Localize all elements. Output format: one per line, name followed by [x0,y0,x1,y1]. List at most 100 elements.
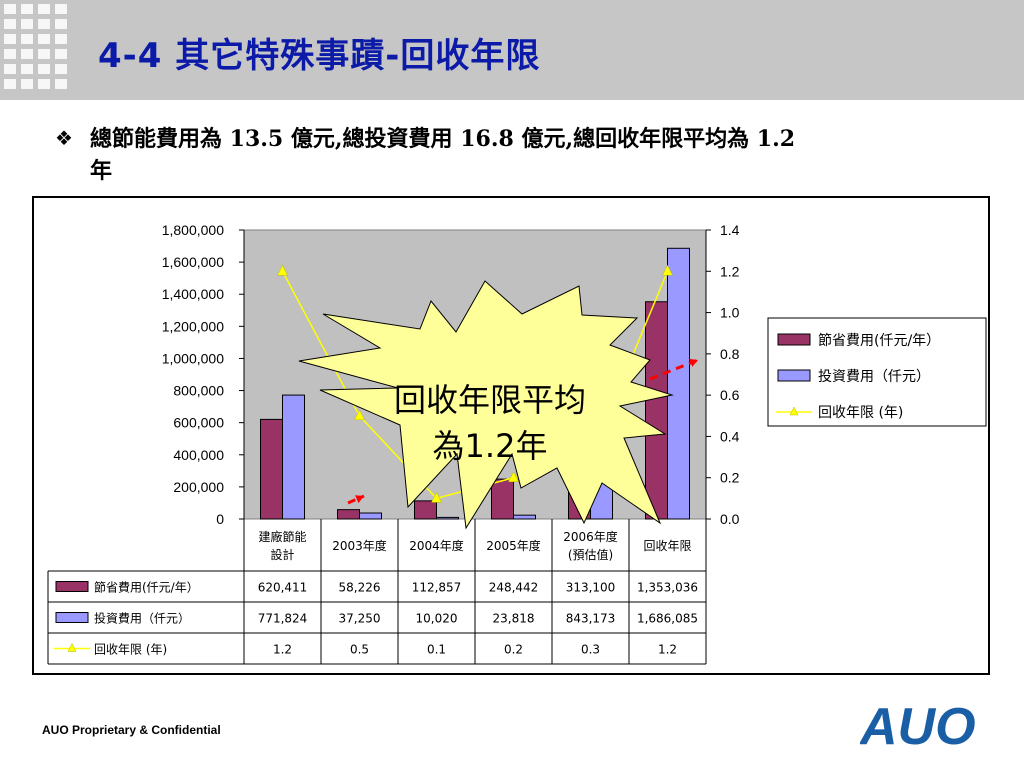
bar-savings [337,509,360,520]
y-right-tick-label: 1.0 [720,305,740,321]
payback-chart: 0 200,000 400,000 600,000 800,000 1,000,000 1,… [47,222,987,665]
y-right-tick-label: 0.2 [720,470,740,486]
payback-marker [431,491,442,503]
header-band [0,0,1024,100]
legend-key [777,369,811,382]
bullet-text-line1: 總節能費用為 13.5 億元,總投資費用 16.8 億元,總回收年限平均為 1.… [90,126,796,152]
deco-square [4,64,16,74]
y-left-tick-label: 800,000 [173,383,224,399]
y-left-tick-label: 200,000 [173,479,224,495]
page-title: 4-4 其它特殊事蹟-回收年限 [98,36,541,76]
table-row-label: 回收年限 (年) [94,643,167,657]
footer-confidential: AUO Proprietary & Confidential [42,723,221,737]
table-cell-value: 1,686,085 [637,612,698,626]
deco-square [21,34,33,44]
payback-marker [277,264,288,276]
bar-investment [436,516,459,520]
y-right-tick-label: 0.4 [720,428,740,444]
legend-label: 投資費用（仟元） [818,369,930,385]
starburst-callout [298,280,674,530]
bar-savings [491,478,514,520]
deco-square [55,64,67,74]
dashed-arrow-head [355,495,364,504]
table-cell-value: 843,173 [566,612,616,626]
category-label: 回收年限 [643,539,691,553]
category-label: 設計 [270,547,294,562]
deco-square [4,19,16,29]
deco-square [38,34,50,44]
deco-square [55,19,67,29]
bar-investment [359,512,382,520]
table-row-label: 投資費用（仟元） [94,611,190,626]
y-right-tick-label: 0.6 [720,387,740,403]
y-left-tick-label: 1,800,000 [162,222,224,238]
category-label: 2005年度 [486,538,541,553]
table-row-key [55,581,89,592]
table-row-key-marker [67,642,77,652]
category-label: 2006年度 [563,529,618,544]
category-label: (預估值) [568,547,613,562]
y-left-tick-label: 1,000,000 [162,350,224,366]
legend-key [777,333,811,346]
dashed-arrow-head [689,358,698,367]
deco-square [4,79,16,89]
table-cell-value: 1,353,036 [637,581,698,595]
legend-label: 回收年限 (年) [818,405,903,421]
table-cell-value: 1.2 [273,643,292,657]
table-cell-value: 37,250 [339,612,381,626]
table-cell-value: 771,824 [258,612,308,626]
bullet-text-line2: 年 [90,158,113,184]
y-left-tick-label: 0 [216,511,224,527]
y-left-tick-label: 1,400,000 [162,286,224,302]
table-cell-value: 112,857 [412,581,462,595]
dashed-arrow [649,358,699,381]
deco-square [55,79,67,89]
deco-square [4,49,16,59]
bar-savings [645,301,668,520]
table-cell-value: 0.2 [504,643,523,657]
bar-savings [414,500,437,520]
deco-square [55,4,67,14]
callout-line1: 回收年限平均 [394,381,586,419]
y-right-tick-label: 1.4 [720,222,740,238]
bar-savings [260,418,283,520]
payback-marker [662,264,673,276]
legend-label: 節省費用(仟元/年） [818,332,940,349]
bar-investment [282,394,305,520]
y-right-tick-label: 0.8 [720,346,740,362]
bullet-diamond-icon: ❖ [55,126,73,150]
category-label: 2003年度 [332,538,387,553]
category-label: 建廠節能 [258,529,306,544]
table-cell-value: 620,411 [258,581,308,595]
deco-square [38,19,50,29]
deco-square [4,4,16,14]
y-left-tick-label: 400,000 [173,447,224,463]
logo-text: AUO [860,700,976,750]
table-cell-value: 23,818 [493,612,535,626]
payback-marker [508,471,519,482]
bullet-text: 總節能費用為 13.5 億元,總投資費用 16.8 億元,總回收年限平均為 1.… [90,123,950,187]
deco-square [55,34,67,44]
table-cell-value: 10,020 [416,612,458,626]
y-right-tick-label: 0.0 [720,511,740,527]
deco-square [38,79,50,89]
y-left-tick-label: 600,000 [173,415,224,431]
bar-investment [513,514,536,520]
category-label: 2004年度 [409,538,464,553]
y-right-tick-label: 1.2 [720,263,740,279]
deco-square [21,19,33,29]
header-decoration [4,4,67,89]
deco-square [21,49,33,59]
table-cell-value: 313,100 [566,581,616,595]
y-left-tick-label: 1,200,000 [162,318,224,334]
table-cell-value: 0.3 [581,643,600,657]
payback-marker [354,409,365,421]
chart-frame: 0 200,000 400,000 600,000 800,000 1,000,000 1,… [32,196,990,675]
table-cell-value: 248,442 [489,581,539,595]
table-row-label: 節省費用(仟元/年） [94,580,199,595]
bar-investment [667,247,690,520]
deco-square [21,79,33,89]
auo-logo: AUO [860,700,976,750]
deco-square [55,49,67,59]
deco-square [21,4,33,14]
